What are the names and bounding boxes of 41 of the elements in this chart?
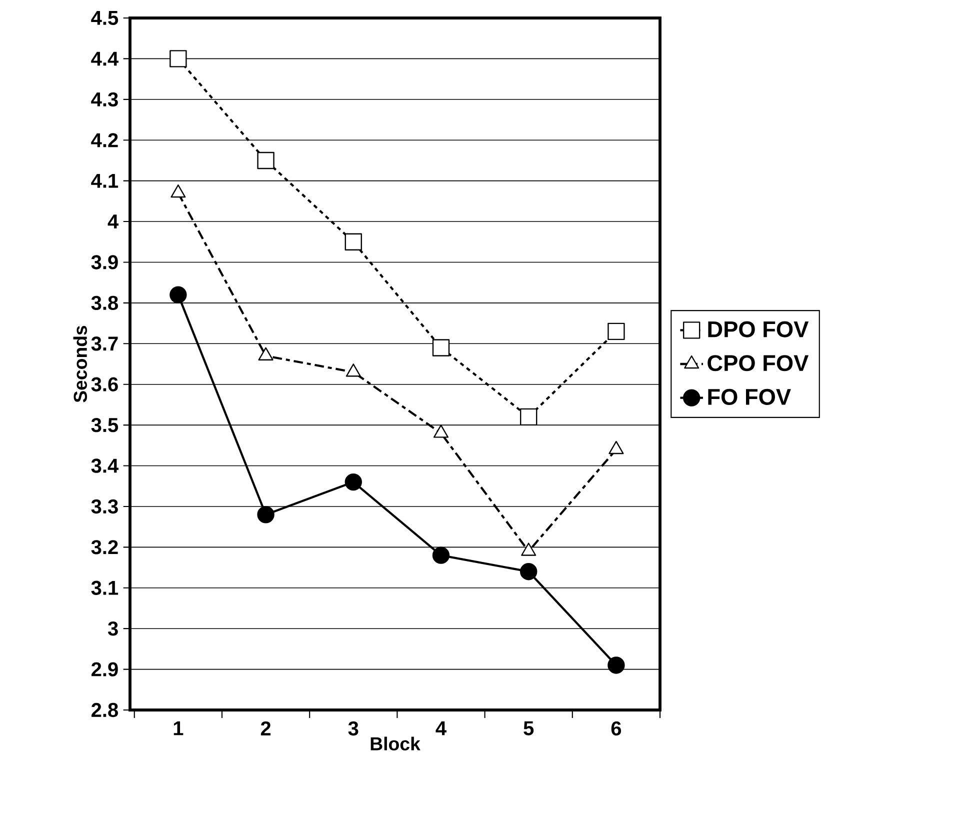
x-tick-label: 3 bbox=[348, 721, 358, 736]
y-tick-label: 3 bbox=[108, 621, 118, 636]
point bbox=[608, 656, 625, 674]
y-tick-label: 3.6 bbox=[91, 377, 118, 392]
point bbox=[520, 563, 538, 580]
legend-label: CPO FOV bbox=[708, 355, 809, 372]
y-tick-label: 4.2 bbox=[91, 133, 118, 148]
y-tick-label: 4.5 bbox=[91, 11, 118, 25]
y-tick-label: 4.1 bbox=[91, 174, 118, 188]
y-tick-label: 3.9 bbox=[91, 255, 118, 270]
y-tick-label: 3.8 bbox=[91, 296, 118, 310]
y-tick-label: 3.3 bbox=[91, 499, 118, 514]
y-tick-label: 3.1 bbox=[91, 580, 118, 595]
y-tick-label: 2.9 bbox=[92, 662, 118, 676]
y-tick-label: 3.5 bbox=[91, 418, 118, 432]
x-tick-label: 2 bbox=[260, 721, 271, 736]
point bbox=[344, 473, 362, 491]
y-tick-label: 3.2 bbox=[91, 540, 118, 554]
y-tick-label: 4.4 bbox=[91, 52, 119, 66]
point bbox=[432, 546, 450, 564]
y-tick-label: 2.8 bbox=[92, 702, 118, 718]
point bbox=[520, 408, 538, 426]
legend-label: DPO FOV bbox=[708, 321, 809, 338]
point bbox=[432, 339, 450, 356]
point bbox=[257, 506, 274, 524]
y-tick-label: 4 bbox=[108, 214, 119, 228]
x-tick-label: 5 bbox=[524, 721, 534, 736]
point bbox=[344, 233, 362, 250]
y-tick-label: 4.3 bbox=[91, 92, 118, 107]
y-axis-title: Seconds bbox=[73, 326, 88, 402]
y-tick-label: 3.4 bbox=[91, 458, 119, 473]
point bbox=[170, 50, 187, 68]
point bbox=[170, 286, 187, 304]
point bbox=[608, 322, 625, 340]
y-tick-label: 3.7 bbox=[91, 336, 118, 351]
point bbox=[257, 152, 274, 170]
x-tick-label: 1 bbox=[174, 721, 184, 736]
legend-label: FO FOV bbox=[708, 388, 791, 405]
x-tick-label: 6 bbox=[611, 721, 622, 736]
x-tick-label: 4 bbox=[436, 721, 446, 736]
x-axis-title: Block bbox=[370, 736, 420, 750]
